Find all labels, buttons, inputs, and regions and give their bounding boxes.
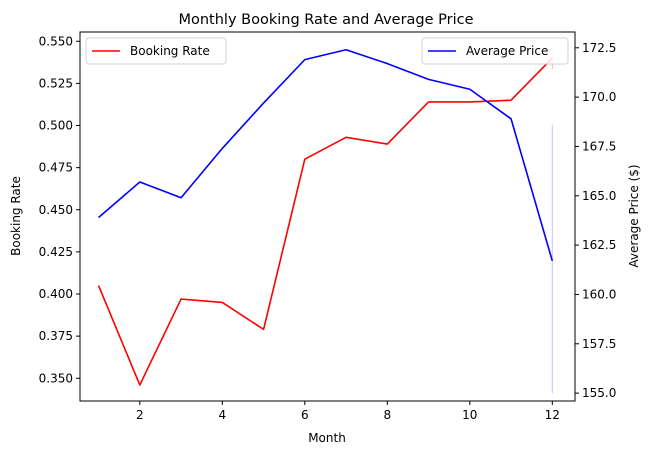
left-y-tick-label: 0.400 [39,287,73,301]
legend-booking-rate-box [85,37,227,65]
right-y-tick-label: 155.0 [582,386,616,400]
left-y-tick-label: 0.350 [39,371,73,385]
right-y-tick-label: 170.0 [582,90,616,104]
series-line-average-price [98,48,554,262]
data-point-average-price [139,181,141,183]
data-point-average-price [180,197,182,199]
legend-average-price: Average Price [421,37,569,65]
left-y-tick-label: 0.475 [39,161,73,175]
right-y-tick-label: 172.5 [582,41,616,55]
x-tick-label: 2 [136,408,144,422]
x-tick-label: 4 [218,408,226,422]
legend-average-price-box [421,37,569,65]
data-point-booking-rate [180,298,182,300]
legend-booking-rate-label: Booking Rate [130,44,210,58]
left-y-tick-label: 0.525 [39,76,73,90]
x-axis: 2 4 6 8 10 12 [136,401,560,422]
data-point-average-price [552,260,554,262]
data-point-booking-rate [428,101,430,103]
data-point-booking-rate [98,285,100,287]
data-point-booking-rate [263,329,265,331]
x-axis-title: Month [308,431,346,445]
data-point-booking-rate [469,101,471,103]
left-y-axis-title: Booking Rate [9,176,23,256]
left-y-tick-label: 0.425 [39,245,73,259]
plot-frame [79,31,576,402]
left-y-axis: 0.350 0.375 0.400 0.425 0.450 0.475 0.500 0.525… [39,34,80,385]
series-line-booking-rate [97,57,553,386]
data-point-average-price [345,49,347,51]
data-point-average-price [98,217,100,219]
left-y-tick-label: 0.500 [39,119,73,133]
plot-area [80,32,575,401]
data-point-booking-rate [139,384,141,386]
right-y-axis: 155.0 157.5 160.0 162.5 165.0 167.5 170.0 172.5 [575,41,616,400]
data-point-average-price [428,79,430,81]
x-tick-label: 8 [383,408,391,422]
chart-title: Monthly Booking Rate and Average Price [178,12,473,28]
data-point-booking-rate [387,143,389,145]
x-tick-label: 6 [301,408,309,422]
data-point-average-price [304,59,306,61]
data-point-average-price [263,102,265,104]
right-y-tick-label: 162.5 [582,238,616,252]
x-tick-label: 10 [462,408,477,422]
legend-average-price-label: Average Price [466,44,548,58]
right-y-tick-label: 157.5 [582,337,616,351]
right-y-tick-label: 165.0 [582,189,616,203]
data-point-average-price [222,148,224,150]
right-y-axis-title: Average Price ($) [627,164,641,267]
right-y-tick-label: 167.5 [582,139,616,153]
data-point-booking-rate [510,99,512,101]
data-point-booking-rate [345,137,347,139]
data-point-booking-rate [222,302,224,304]
left-y-tick-label: 0.550 [39,34,73,48]
right-y-tick-label: 160.0 [582,287,616,301]
left-y-tick-label: 0.375 [39,329,73,343]
data-point-average-price [510,118,512,120]
data-point-average-price [469,88,471,90]
left-y-tick-label: 0.450 [39,203,73,217]
legend-booking-rate: Booking Rate [85,37,227,65]
data-point-booking-rate [304,158,306,160]
x-tick-label: 12 [545,408,560,422]
data-point-average-price [387,63,389,65]
series-layer [97,48,554,386]
